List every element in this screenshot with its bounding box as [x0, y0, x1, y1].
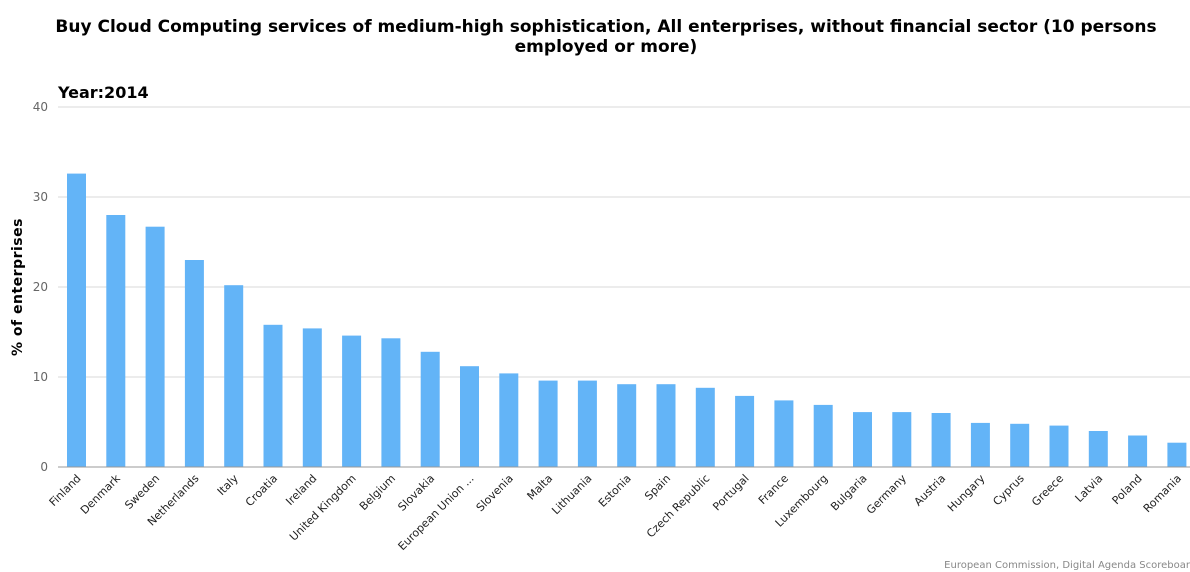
bar-croatia [263, 324, 283, 467]
x-tick-label: Austria [912, 472, 949, 509]
bar-spain [656, 384, 676, 467]
bar-estonia [617, 384, 637, 467]
x-tick-label: Portugal [710, 472, 751, 513]
y-tick-label: 20 [33, 280, 48, 294]
bar-luxembourg [813, 404, 833, 467]
x-tick-label: France [756, 472, 791, 507]
x-tick-label: Slovenia [474, 472, 516, 514]
bar-hungary [970, 422, 990, 467]
gridlines [58, 106, 1190, 378]
bar-slovenia [499, 373, 519, 467]
x-tick-label: Sweden [122, 472, 162, 512]
bar-finland [67, 173, 86, 467]
x-tick-label: Croatia [243, 472, 280, 509]
x-tick-label: United Kingdom [287, 472, 359, 544]
bar-italy [224, 285, 244, 467]
bar-european-union [460, 366, 479, 467]
y-tick-label: 10 [33, 370, 48, 384]
bars [67, 173, 1187, 467]
x-tick-label: European Union ... [396, 472, 477, 553]
bar-cyprus [1010, 423, 1030, 467]
x-tick-label: Belgium [357, 472, 398, 513]
bar-sweden [145, 226, 165, 467]
bar-portugal [735, 395, 755, 467]
bar-greece [1049, 425, 1069, 467]
bar-malta [538, 380, 558, 467]
bar-netherlands [184, 260, 204, 467]
x-tick-label: Finland [47, 472, 84, 509]
bar-latvia [1088, 431, 1108, 467]
bar-lithuania [577, 380, 597, 467]
x-tick-label: Hungary [945, 472, 988, 515]
bar-poland [1128, 435, 1148, 467]
y-tick-label: 0 [40, 460, 48, 474]
x-tick-label: Spain [642, 472, 673, 503]
y-axis-ticks: 0 10 20 30 40 [33, 100, 48, 474]
bar-germany [892, 412, 912, 467]
x-tick-label: Malta [525, 472, 556, 503]
x-tick-label: Poland [1110, 472, 1145, 507]
bar-czech-republic [695, 387, 715, 467]
bar-denmark [106, 215, 126, 467]
bar-bulgaria [853, 412, 872, 467]
bar-belgium [381, 338, 401, 467]
bar-france [774, 400, 794, 467]
y-tick-label: 40 [33, 100, 48, 114]
x-tick-label: Germany [864, 472, 909, 517]
x-tick-label: Cyprus [990, 472, 1027, 509]
x-tick-label: Ireland [283, 472, 319, 508]
x-tick-label: Romania [1141, 472, 1184, 515]
x-tick-label: Greece [1029, 472, 1066, 509]
bar-ireland [302, 328, 322, 467]
chart-title-line-2: employed or more) [515, 37, 698, 57]
y-tick-label: 30 [33, 190, 48, 204]
y-axis-label: % of enterprises [10, 218, 26, 356]
bar-romania [1167, 442, 1187, 467]
x-tick-label: Latvia [1073, 472, 1106, 505]
bar-austria [931, 413, 951, 467]
x-tick-label: Italy [215, 472, 241, 498]
x-tick-label: Estonia [596, 472, 634, 510]
source-credit: European Commission, Digital Agenda Scor… [944, 560, 1190, 571]
chart-subtitle: Year:2014 [57, 83, 149, 102]
bar-united-kingdom [342, 335, 362, 467]
bar-slovakia [420, 351, 440, 467]
chart-title-line-1: Buy Cloud Computing services of medium-h… [55, 17, 1156, 37]
x-tick-label: Lithuania [549, 472, 594, 517]
x-tick-label: Denmark [78, 471, 123, 516]
